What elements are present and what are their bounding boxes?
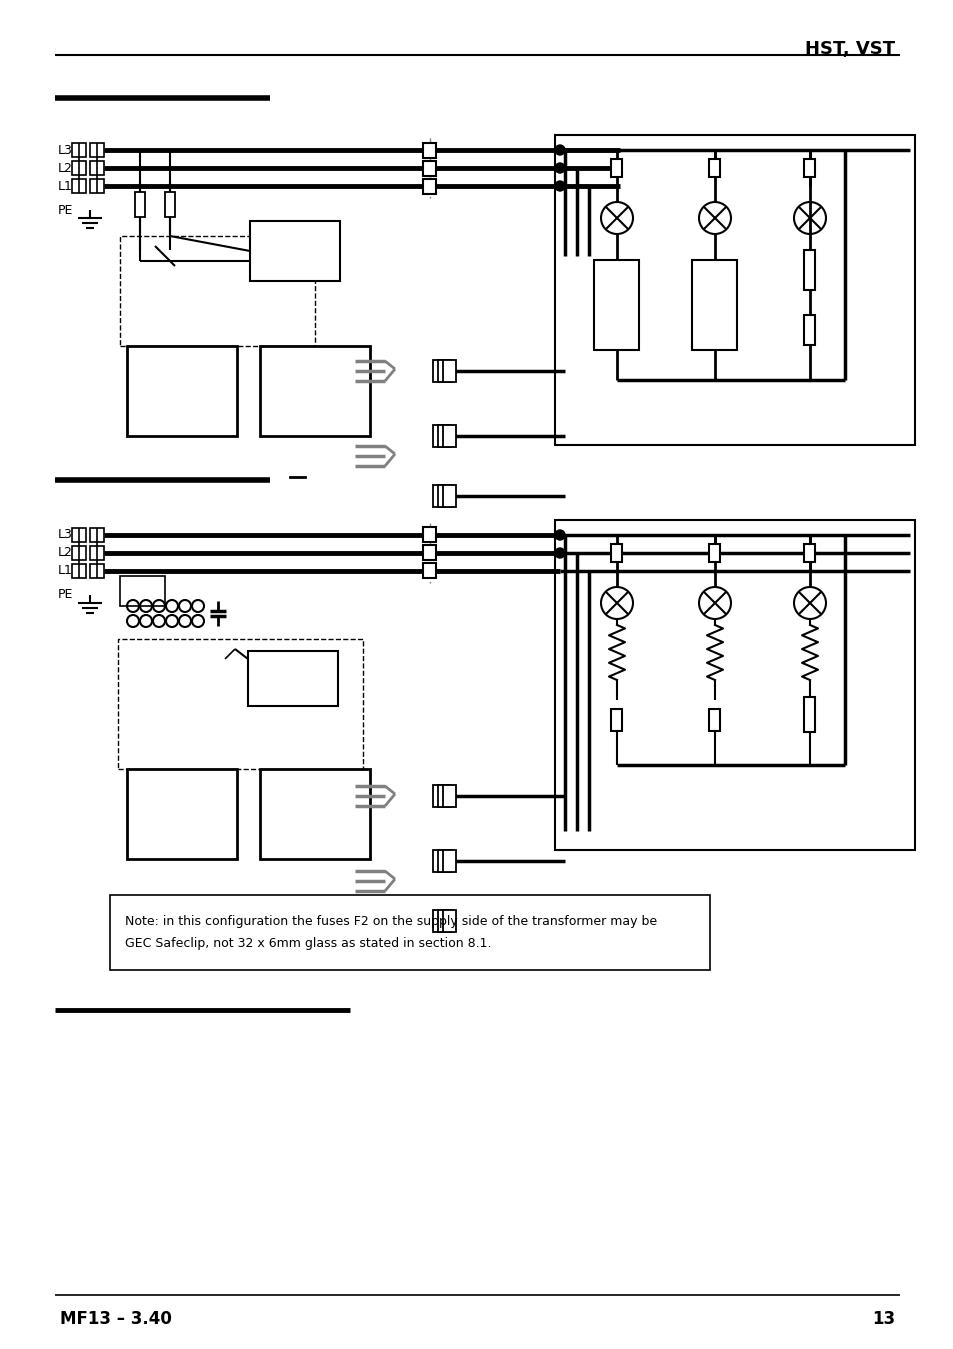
Text: L3: L3 bbox=[58, 143, 72, 156]
Bar bbox=[438, 360, 451, 382]
Bar bbox=[127, 769, 236, 859]
Bar bbox=[443, 911, 456, 932]
Text: PE: PE bbox=[58, 204, 73, 216]
Circle shape bbox=[555, 548, 564, 558]
Bar bbox=[250, 221, 339, 281]
Bar bbox=[120, 236, 314, 345]
Bar bbox=[803, 544, 815, 563]
Text: 13: 13 bbox=[871, 1310, 894, 1327]
Bar bbox=[165, 192, 174, 216]
Bar bbox=[90, 161, 104, 175]
Bar bbox=[611, 159, 622, 177]
Bar bbox=[423, 527, 436, 542]
Bar bbox=[90, 546, 104, 560]
Text: GEC Safeclip, not 32 x 6mm glass as stated in section 8.1.: GEC Safeclip, not 32 x 6mm glass as stat… bbox=[125, 938, 491, 950]
Bar bbox=[555, 135, 914, 445]
Bar bbox=[443, 785, 456, 807]
Bar bbox=[90, 527, 104, 542]
Bar bbox=[423, 545, 436, 560]
Text: L2: L2 bbox=[58, 546, 72, 560]
Bar bbox=[611, 544, 622, 563]
Bar bbox=[433, 425, 446, 447]
Text: L3: L3 bbox=[58, 529, 72, 541]
Circle shape bbox=[555, 181, 564, 192]
Bar bbox=[71, 161, 86, 175]
Text: L1: L1 bbox=[58, 564, 72, 577]
Bar bbox=[135, 192, 145, 216]
Bar bbox=[71, 546, 86, 560]
Bar bbox=[443, 850, 456, 871]
Bar bbox=[803, 159, 815, 177]
Bar bbox=[443, 425, 456, 447]
Text: PE: PE bbox=[58, 588, 73, 602]
Bar bbox=[611, 710, 622, 731]
Text: L2: L2 bbox=[58, 162, 72, 174]
Bar bbox=[438, 486, 451, 507]
Circle shape bbox=[555, 144, 564, 155]
Circle shape bbox=[555, 530, 564, 540]
Bar bbox=[433, 850, 446, 871]
Bar bbox=[127, 345, 236, 436]
Bar bbox=[438, 425, 451, 447]
Text: Note: in this configuration the fuses F2 on the supply side of the transformer m: Note: in this configuration the fuses F2… bbox=[125, 915, 657, 928]
Bar bbox=[433, 486, 446, 507]
Bar bbox=[120, 576, 165, 606]
Bar bbox=[709, 544, 720, 563]
Text: HST, VST: HST, VST bbox=[804, 40, 894, 58]
Text: L1: L1 bbox=[58, 179, 72, 193]
Bar bbox=[433, 785, 446, 807]
Bar bbox=[118, 639, 363, 769]
Bar bbox=[260, 769, 370, 859]
Bar bbox=[423, 143, 436, 158]
Bar bbox=[90, 564, 104, 577]
Bar bbox=[433, 360, 446, 382]
Bar bbox=[803, 697, 815, 733]
Bar bbox=[594, 260, 639, 349]
Bar bbox=[709, 159, 720, 177]
Bar bbox=[90, 179, 104, 193]
Bar bbox=[433, 911, 446, 932]
Bar bbox=[71, 143, 86, 156]
Bar bbox=[71, 179, 86, 193]
Bar bbox=[438, 785, 451, 807]
Text: MF13 – 3.40: MF13 – 3.40 bbox=[60, 1310, 172, 1327]
Bar bbox=[423, 564, 436, 579]
Bar bbox=[438, 850, 451, 871]
Bar bbox=[709, 710, 720, 731]
Bar bbox=[423, 178, 436, 193]
Bar bbox=[423, 161, 436, 175]
Bar bbox=[71, 527, 86, 542]
Bar bbox=[803, 250, 815, 290]
Bar bbox=[803, 316, 815, 345]
Bar bbox=[90, 143, 104, 156]
Bar bbox=[260, 345, 370, 436]
Bar bbox=[443, 486, 456, 507]
Bar bbox=[248, 652, 337, 706]
Bar bbox=[555, 519, 914, 850]
Bar bbox=[443, 360, 456, 382]
Bar bbox=[692, 260, 737, 349]
Bar bbox=[110, 894, 709, 970]
Bar bbox=[71, 564, 86, 577]
Bar bbox=[438, 911, 451, 932]
Circle shape bbox=[555, 163, 564, 173]
